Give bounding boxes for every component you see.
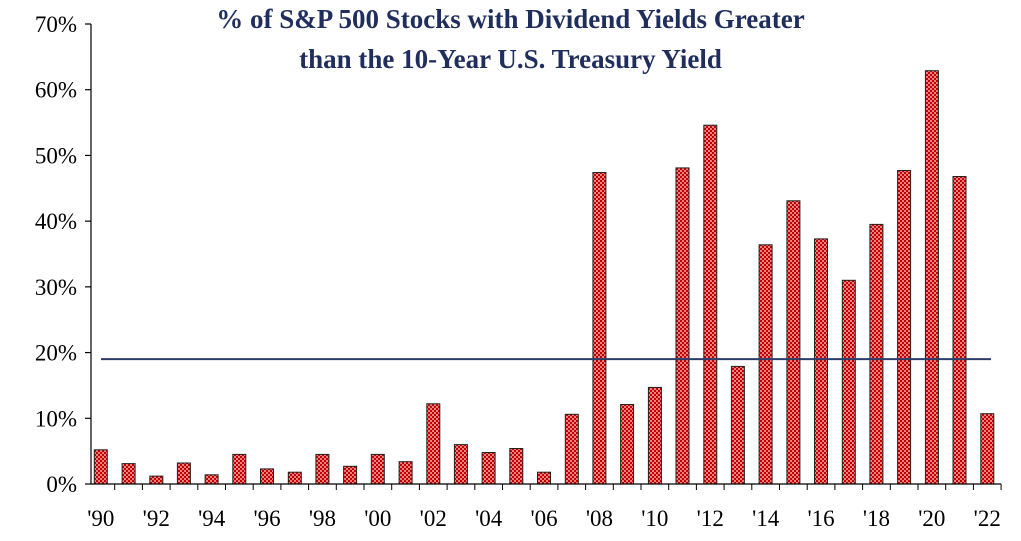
x-tick-label: '12 [697,506,724,531]
y-tick-label: 20% [35,341,77,366]
bar-2003 [453,444,468,485]
bar-2021 [952,176,967,485]
x-tick-label: '16 [807,506,834,531]
bar-1996 [260,468,274,485]
bar-2001 [398,461,413,485]
y-tick-label: 10% [35,406,77,431]
x-tick-label: '96 [253,506,280,531]
bar-1999 [343,465,358,485]
bar-2020 [924,70,939,485]
bar-1995 [232,453,247,485]
bar-2012 [703,124,718,485]
bar-2016 [814,238,828,485]
bar-2007 [564,413,579,485]
x-tick-label: '06 [530,506,557,531]
x-tick-label: '14 [752,506,780,531]
bar-2008 [592,172,607,485]
bar-2000 [370,453,385,485]
x-tick-label: '04 [475,506,503,531]
bar-2019 [897,170,912,485]
bar-2011 [675,167,690,485]
bar-2005 [509,448,524,485]
x-tick-label: '92 [143,506,170,531]
chart-title-line-2: than the 10-Year U.S. Treasury Yield [299,44,722,74]
y-tick-label: 70% [35,12,77,37]
chart-title-line-1: % of S&P 500 Stocks with Dividend Yields… [216,4,805,34]
x-axis: '90 '92 '94 '96 '98 '00 '02 '04 '06 '08 '10 '12 '14 '… [87,483,1002,531]
x-tick-label: '02 [420,506,447,531]
x-tick-label: '00 [364,506,391,531]
bar-1997 [287,471,302,485]
bar-2013 [730,365,745,485]
bar-1991 [121,463,136,485]
bar-2015 [786,200,801,485]
bar-2014 [758,244,773,485]
bar-1994 [204,474,219,485]
bar-2018 [869,223,884,485]
bar-1992 [149,475,164,485]
bar-1990 [93,449,108,485]
bar-2009 [620,404,635,485]
x-tick-label: '18 [863,506,890,531]
x-tick-label: '90 [87,506,114,531]
bar-2022 [980,413,995,485]
y-tick-label: 30% [35,275,77,300]
y-tick-label: 50% [35,143,77,168]
bar-2017 [841,279,856,485]
bars [93,70,995,485]
x-tick-label: '94 [198,506,226,531]
bar-2010 [647,386,662,485]
bar-2004 [481,452,496,485]
bar-2006 [537,471,551,485]
y-tick-label: 40% [35,209,77,234]
y-tick-label: 60% [35,78,77,103]
x-tick-label: '98 [309,506,336,531]
bar-1998 [315,453,330,485]
x-tick-label: '10 [641,506,668,531]
y-axis: 0% 10% 20% 30% 40% 50% 60% 70% [35,12,92,497]
bar-2002 [426,403,441,485]
x-tick-label: '08 [586,506,613,531]
x-tick-label: '20 [918,506,945,531]
x-tick-label: '22 [974,506,1001,531]
bar-1993 [176,462,191,485]
y-tick-label: 0% [46,472,77,497]
